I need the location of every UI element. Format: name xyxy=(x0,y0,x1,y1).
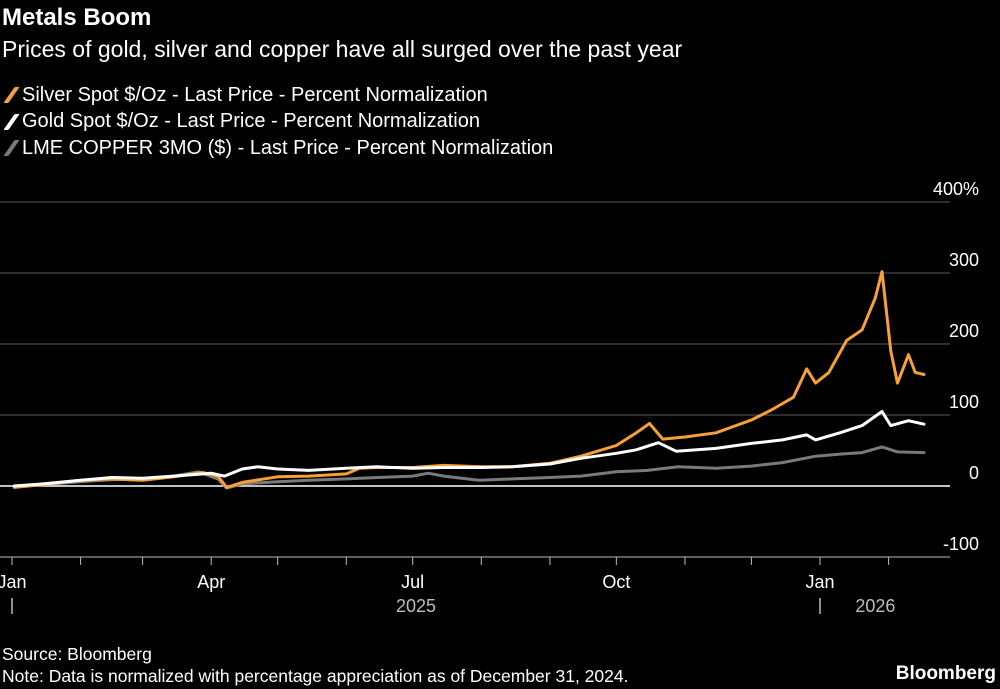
y-tick-label: 0 xyxy=(969,463,979,483)
year-label: 2026 xyxy=(855,596,895,616)
x-tick-label: Jan xyxy=(805,572,834,592)
legend-item-copper: LME COPPER 3MO ($) - Last Price - Percen… xyxy=(3,135,553,162)
chart-title: Metals Boom xyxy=(2,4,152,31)
y-tick-label: 400% xyxy=(933,179,979,199)
source-note: Source: Bloomberg xyxy=(2,644,152,664)
x-tick-label: Apr xyxy=(197,572,225,592)
chart-subtitle: Prices of gold, silver and copper have a… xyxy=(2,36,683,62)
footnote: Note: Data is normalized with percentage… xyxy=(2,666,629,686)
x-tick-label: Oct xyxy=(602,572,630,592)
legend-label-copper: LME COPPER 3MO ($) - Last Price - Percen… xyxy=(22,136,554,159)
bloomberg-logo: Bloomberg xyxy=(895,663,996,684)
legend-item-gold: Gold Spot $/Oz - Last Price - Percent No… xyxy=(3,109,553,136)
x-tick-label: Jan xyxy=(0,572,27,592)
x-tick-label: Jul xyxy=(401,572,424,592)
legend: Silver Spot $/Oz - Last Price - Percent … xyxy=(3,82,553,162)
year-label: 2025 xyxy=(396,596,436,616)
series-line xyxy=(12,410,926,488)
series-line xyxy=(12,270,926,489)
legend-item-silver: Silver Spot $/Oz - Last Price - Percent … xyxy=(3,82,553,109)
legend-label-gold: Gold Spot $/Oz - Last Price - Percent No… xyxy=(22,110,480,133)
y-tick-label: 300 xyxy=(949,250,979,270)
y-tick-label: -100 xyxy=(943,534,979,554)
y-tick-label: 200 xyxy=(949,321,979,341)
legend-label-silver: Silver Spot $/Oz - Last Price - Percent … xyxy=(22,83,488,106)
y-tick-label: 100 xyxy=(949,392,979,412)
